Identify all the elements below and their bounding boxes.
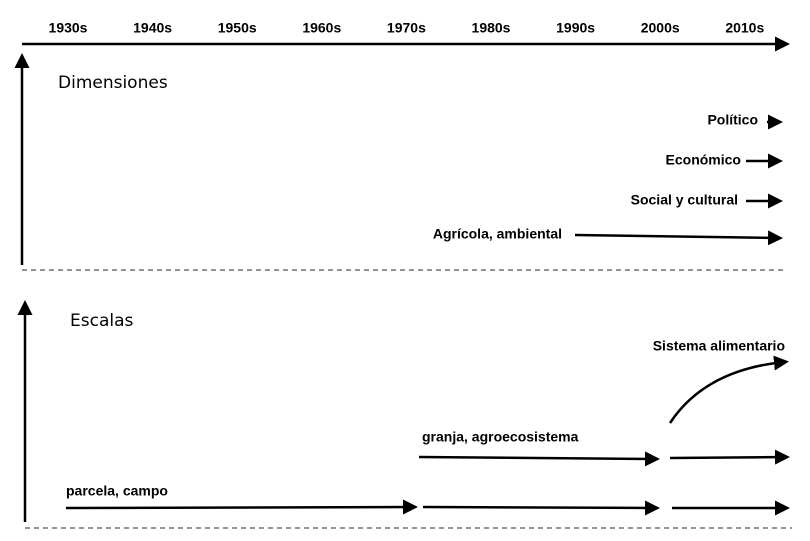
scale-label: parcela, campo — [66, 483, 168, 499]
section-title: Escalas — [70, 311, 134, 331]
decade-label: 2000s — [641, 20, 680, 36]
decade-label: 1960s — [302, 20, 341, 36]
decade-label: 1970s — [387, 20, 426, 36]
decade-label: 1950s — [218, 20, 257, 36]
arrow — [422, 500, 660, 516]
arrow — [668, 355, 789, 424]
arrow — [418, 451, 660, 467]
decade-label: 1990s — [556, 20, 595, 36]
dimension-label: Social y cultural — [631, 192, 738, 208]
dimension-label: Económico — [666, 152, 741, 168]
scale-label: Sistema alimentario — [653, 338, 785, 354]
arrow — [669, 449, 790, 465]
dimension-label: Político — [707, 112, 758, 128]
decade-label: 2010s — [725, 20, 764, 36]
decade-label: 1980s — [472, 20, 511, 36]
arrow — [65, 499, 418, 515]
dimension-label: Agrícola, ambiental — [433, 226, 562, 242]
decade-label: 1940s — [133, 20, 172, 36]
decade-label: 1930s — [49, 20, 88, 36]
decade-labels: 1930s 1940s 1950s 1960s 1970s 1980s 1990s 2000s… — [49, 20, 765, 36]
arrow — [574, 230, 783, 246]
section-title: Dimensiones — [58, 73, 168, 93]
scale-label: granja, agroecosistema — [422, 429, 579, 445]
